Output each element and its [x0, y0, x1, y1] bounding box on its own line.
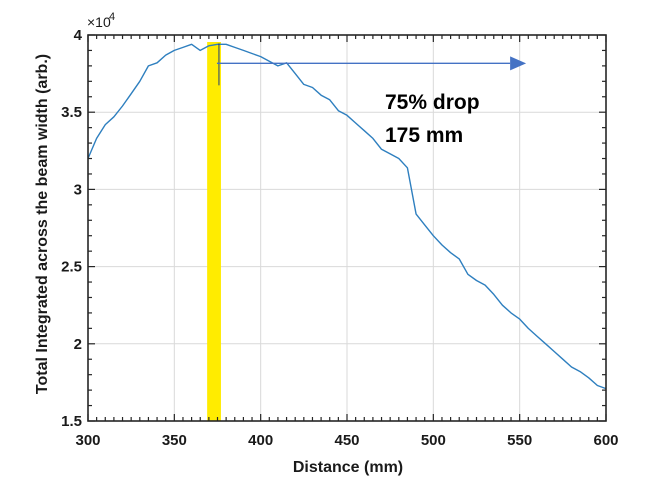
x-tick-label: 600 [593, 432, 618, 449]
x-tick-label: 500 [421, 432, 446, 449]
y-tick-label: 2.5 [61, 259, 82, 276]
highlight-band-layer [207, 42, 221, 421]
y-tick-label: 4 [74, 27, 83, 44]
y-exponent-power: 4 [109, 11, 115, 23]
highlight-band [207, 42, 221, 421]
y-tick-label: 3.5 [61, 104, 82, 121]
x-tick-label: 450 [334, 432, 359, 449]
grid-lines [88, 35, 606, 421]
series-line [87, 43, 607, 390]
y-tick-label: 1.5 [61, 413, 82, 430]
x-tick-label: 400 [248, 432, 273, 449]
arrow-layer [216, 43, 527, 86]
x-axis-label: Distance (mm) [293, 459, 403, 476]
x-tick-label: 350 [162, 432, 187, 449]
series-layer [87, 43, 607, 390]
y-tick-label: 2 [74, 336, 82, 353]
x-tick-label: 550 [507, 432, 532, 449]
axis-ticks: 300 350 400 450 500 550 600 1.5 2 2.5 3 3.5 4 [61, 27, 618, 449]
annotation-drop: 75% drop [385, 91, 480, 114]
x-tick-label: 300 [75, 432, 100, 449]
arrow-head [510, 56, 527, 71]
y-exponent-base: ×10 [87, 14, 111, 30]
y-axis-label: Total Integrated across the beam width (… [34, 54, 51, 394]
annotation-distance: 175 mm [385, 124, 463, 147]
y-tick-label: 3 [74, 181, 82, 198]
